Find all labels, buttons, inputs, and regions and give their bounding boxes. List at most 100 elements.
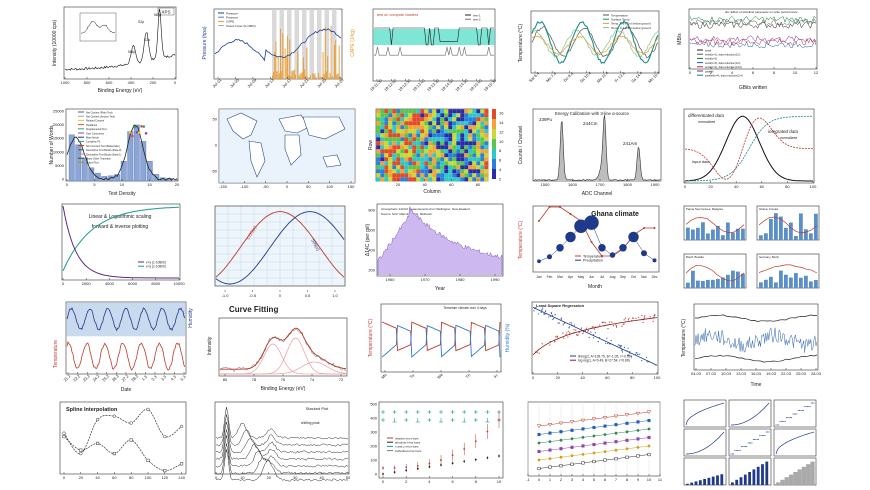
precip-bar — [814, 279, 818, 288]
legend-entry: serial(c=2), data reduction(1/2) — [705, 61, 741, 65]
data-point — [571, 322, 573, 324]
precip-bar — [799, 213, 803, 240]
heatmap-cell — [424, 145, 429, 150]
heatmap-cell — [484, 149, 489, 154]
heatmap-cell — [412, 153, 417, 158]
heatmap-cell — [460, 145, 465, 150]
heatmap-cell — [416, 121, 421, 126]
component-peak — [220, 337, 346, 375]
plot-frame — [214, 401, 350, 475]
heatmap-cell — [388, 133, 393, 138]
cape-bar — [338, 45, 340, 79]
heatmap-cell — [412, 141, 417, 146]
heatmap-cell — [388, 141, 393, 146]
cape-bar — [323, 73, 325, 79]
heatmap-cell — [468, 121, 473, 126]
spline-curve — [63, 436, 182, 471]
marker — [647, 427, 651, 431]
heatmap-cell — [460, 165, 465, 170]
control-point — [79, 448, 83, 452]
heatmap-cell — [436, 177, 441, 182]
heatmap-cell — [460, 137, 465, 142]
heatmap-cell — [456, 121, 461, 126]
heatmap-cell — [444, 177, 449, 182]
step-point — [760, 435, 762, 437]
heatmap-cell — [460, 129, 465, 134]
temperature-line — [685, 264, 745, 282]
heatmap-cell — [384, 173, 389, 178]
heatmap-cell — [376, 169, 381, 174]
histogram-bar — [101, 176, 108, 182]
peak-label: Ni2p — [154, 13, 161, 17]
throughput-line — [689, 37, 817, 46]
step-bar — [707, 477, 711, 485]
legend-entry: Pressure — [226, 11, 238, 15]
heatmap-cell — [452, 121, 457, 126]
precip-bar — [799, 277, 803, 288]
precip-bar — [691, 229, 695, 240]
data-point — [635, 317, 637, 319]
tick-label: 0 — [66, 182, 69, 187]
heatmap-cell — [468, 157, 473, 162]
tick-label: 20 — [556, 375, 561, 380]
heatmap-cell — [376, 177, 381, 182]
heatmap-cell — [484, 177, 489, 182]
cape-bar — [322, 51, 324, 79]
heatmap-cell — [436, 121, 441, 126]
heatmap-cell — [472, 173, 477, 178]
data-point — [541, 343, 543, 345]
heatmap-cell — [452, 157, 457, 162]
step-point — [734, 449, 736, 451]
tick-label: 19:11:30 — [369, 77, 384, 92]
heatmap-cell — [436, 153, 441, 158]
chart-subtitle: Source: M.R. Manning, W.H. Melhuish — [381, 212, 432, 216]
tick-label: 19:15:00 — [468, 77, 483, 92]
heatmap-cell — [476, 173, 481, 178]
data-point — [606, 337, 608, 339]
cape-bar — [307, 77, 309, 79]
throughput-line — [689, 21, 817, 29]
heatmap-cell — [484, 161, 489, 166]
peak-label: 241Am — [623, 141, 638, 146]
heatmap-cell — [468, 169, 473, 174]
data-point — [639, 353, 641, 355]
heatmap-cell — [380, 173, 385, 178]
histogram-bar — [127, 131, 134, 182]
data-point — [604, 322, 606, 324]
heatmap-cell — [444, 145, 449, 150]
step-point — [731, 453, 733, 455]
heatmap-cell — [376, 153, 381, 158]
step-point — [803, 409, 805, 411]
heatmap-cell — [408, 113, 413, 118]
heatmap-cell — [452, 113, 457, 118]
chart-datebars: 21.2 22.2 23.2 24.2 25.2 26.2 27.2 28.2 1.3 2.3 3.… — [53, 301, 194, 393]
tick-label: 5.3 — [179, 374, 187, 382]
data-point — [382, 473, 384, 475]
heatmap-cell — [476, 121, 481, 126]
temperature-line — [694, 326, 818, 353]
heatmap-cell — [448, 165, 453, 170]
heatmap-cell — [412, 113, 417, 118]
stacked-spectrum — [215, 443, 349, 475]
tick-label: 14 — [499, 120, 504, 125]
heatmap-cell — [472, 133, 477, 138]
heatmap-cell — [400, 173, 405, 178]
data-point — [621, 350, 623, 352]
cape-bar — [290, 76, 292, 79]
marker — [559, 464, 563, 468]
heatmap-cell — [396, 121, 401, 126]
temperature-point — [538, 220, 540, 222]
stacked-spectrum — [215, 421, 348, 454]
tick-label: 8000 — [151, 281, 161, 286]
legend-entry: parallel — [705, 69, 714, 73]
heatmap-cell — [432, 129, 437, 134]
heatmap-cell — [392, 173, 397, 178]
heatmap-cell — [420, 149, 425, 154]
heatmap-cell — [484, 137, 489, 142]
data-point — [642, 321, 644, 324]
heatmap-cell — [432, 125, 437, 130]
data-point — [592, 337, 595, 339]
tick-label: Jul — [600, 275, 604, 279]
heatmap-cell — [420, 169, 425, 174]
tick-label: 80 — [223, 377, 228, 382]
